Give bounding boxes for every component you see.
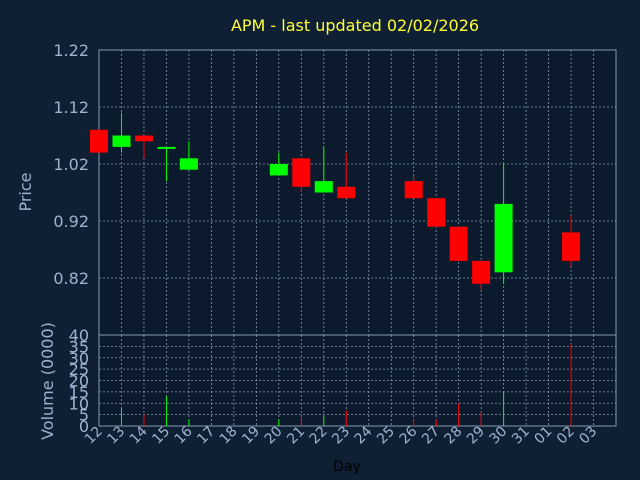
candle-body bbox=[427, 198, 446, 227]
volume-tick-label: 20 bbox=[69, 372, 89, 391]
x-axis-label: Day bbox=[333, 459, 361, 475]
candle-body bbox=[269, 164, 288, 176]
candle-body bbox=[337, 186, 356, 199]
price-axis-label: Price bbox=[16, 172, 35, 211]
candle-body bbox=[472, 260, 491, 284]
candle-body bbox=[494, 203, 513, 273]
price-plot-area bbox=[98, 49, 617, 336]
volume-tick-label: 15 bbox=[69, 383, 89, 402]
volume-tick-label: 25 bbox=[69, 360, 89, 379]
candle-body bbox=[112, 135, 131, 147]
volume-tick-label: 40 bbox=[69, 326, 89, 345]
candle-23 bbox=[337, 152, 356, 199]
volume-axis-label: Volume (0000) bbox=[38, 322, 57, 440]
candle-body bbox=[449, 226, 468, 261]
x-axis: 1213141516171819202122232425262728293031… bbox=[82, 423, 600, 447]
price-tick-label: 1.22 bbox=[53, 41, 89, 60]
candle-body bbox=[314, 181, 333, 193]
candle-20 bbox=[269, 152, 288, 176]
volume-plot-area bbox=[98, 334, 617, 427]
candle-body bbox=[179, 158, 198, 170]
chart-title: APM - last updated 02/02/2026 bbox=[231, 16, 479, 35]
volume-tick-label: 0 bbox=[79, 417, 89, 436]
candle-15 bbox=[157, 146, 176, 182]
candle-body bbox=[134, 135, 153, 142]
candle-14 bbox=[134, 135, 153, 159]
candle-13 bbox=[112, 112, 131, 153]
candle-29 bbox=[472, 260, 491, 290]
candle-02 bbox=[562, 215, 581, 267]
volume-tick-label: 10 bbox=[69, 394, 89, 413]
candle-22 bbox=[314, 146, 333, 193]
price-tick-label: 0.92 bbox=[53, 212, 89, 231]
candle-21 bbox=[292, 158, 311, 193]
price-tick-label: 0.82 bbox=[53, 269, 89, 288]
price-tick-label: 1.12 bbox=[53, 98, 89, 117]
volume-tick-label: 30 bbox=[69, 349, 89, 368]
volume-tick-label: 5 bbox=[79, 406, 89, 425]
candle-body bbox=[562, 232, 581, 261]
volume-tick-label: 35 bbox=[69, 337, 89, 356]
candle-body bbox=[157, 146, 176, 149]
price-panel: 1.22 1.12 1.02 0.92 0.82 bbox=[53, 41, 617, 336]
candle-12 bbox=[90, 129, 108, 153]
candle-30 bbox=[494, 164, 513, 284]
candle-body bbox=[292, 158, 311, 187]
price-tick-label: 1.02 bbox=[53, 155, 89, 174]
candle-16 bbox=[179, 141, 198, 170]
candle-27 bbox=[427, 198, 446, 227]
candle-body bbox=[404, 181, 423, 199]
candle-body bbox=[90, 129, 108, 153]
candle-26 bbox=[404, 175, 423, 199]
candle-28 bbox=[449, 226, 468, 261]
